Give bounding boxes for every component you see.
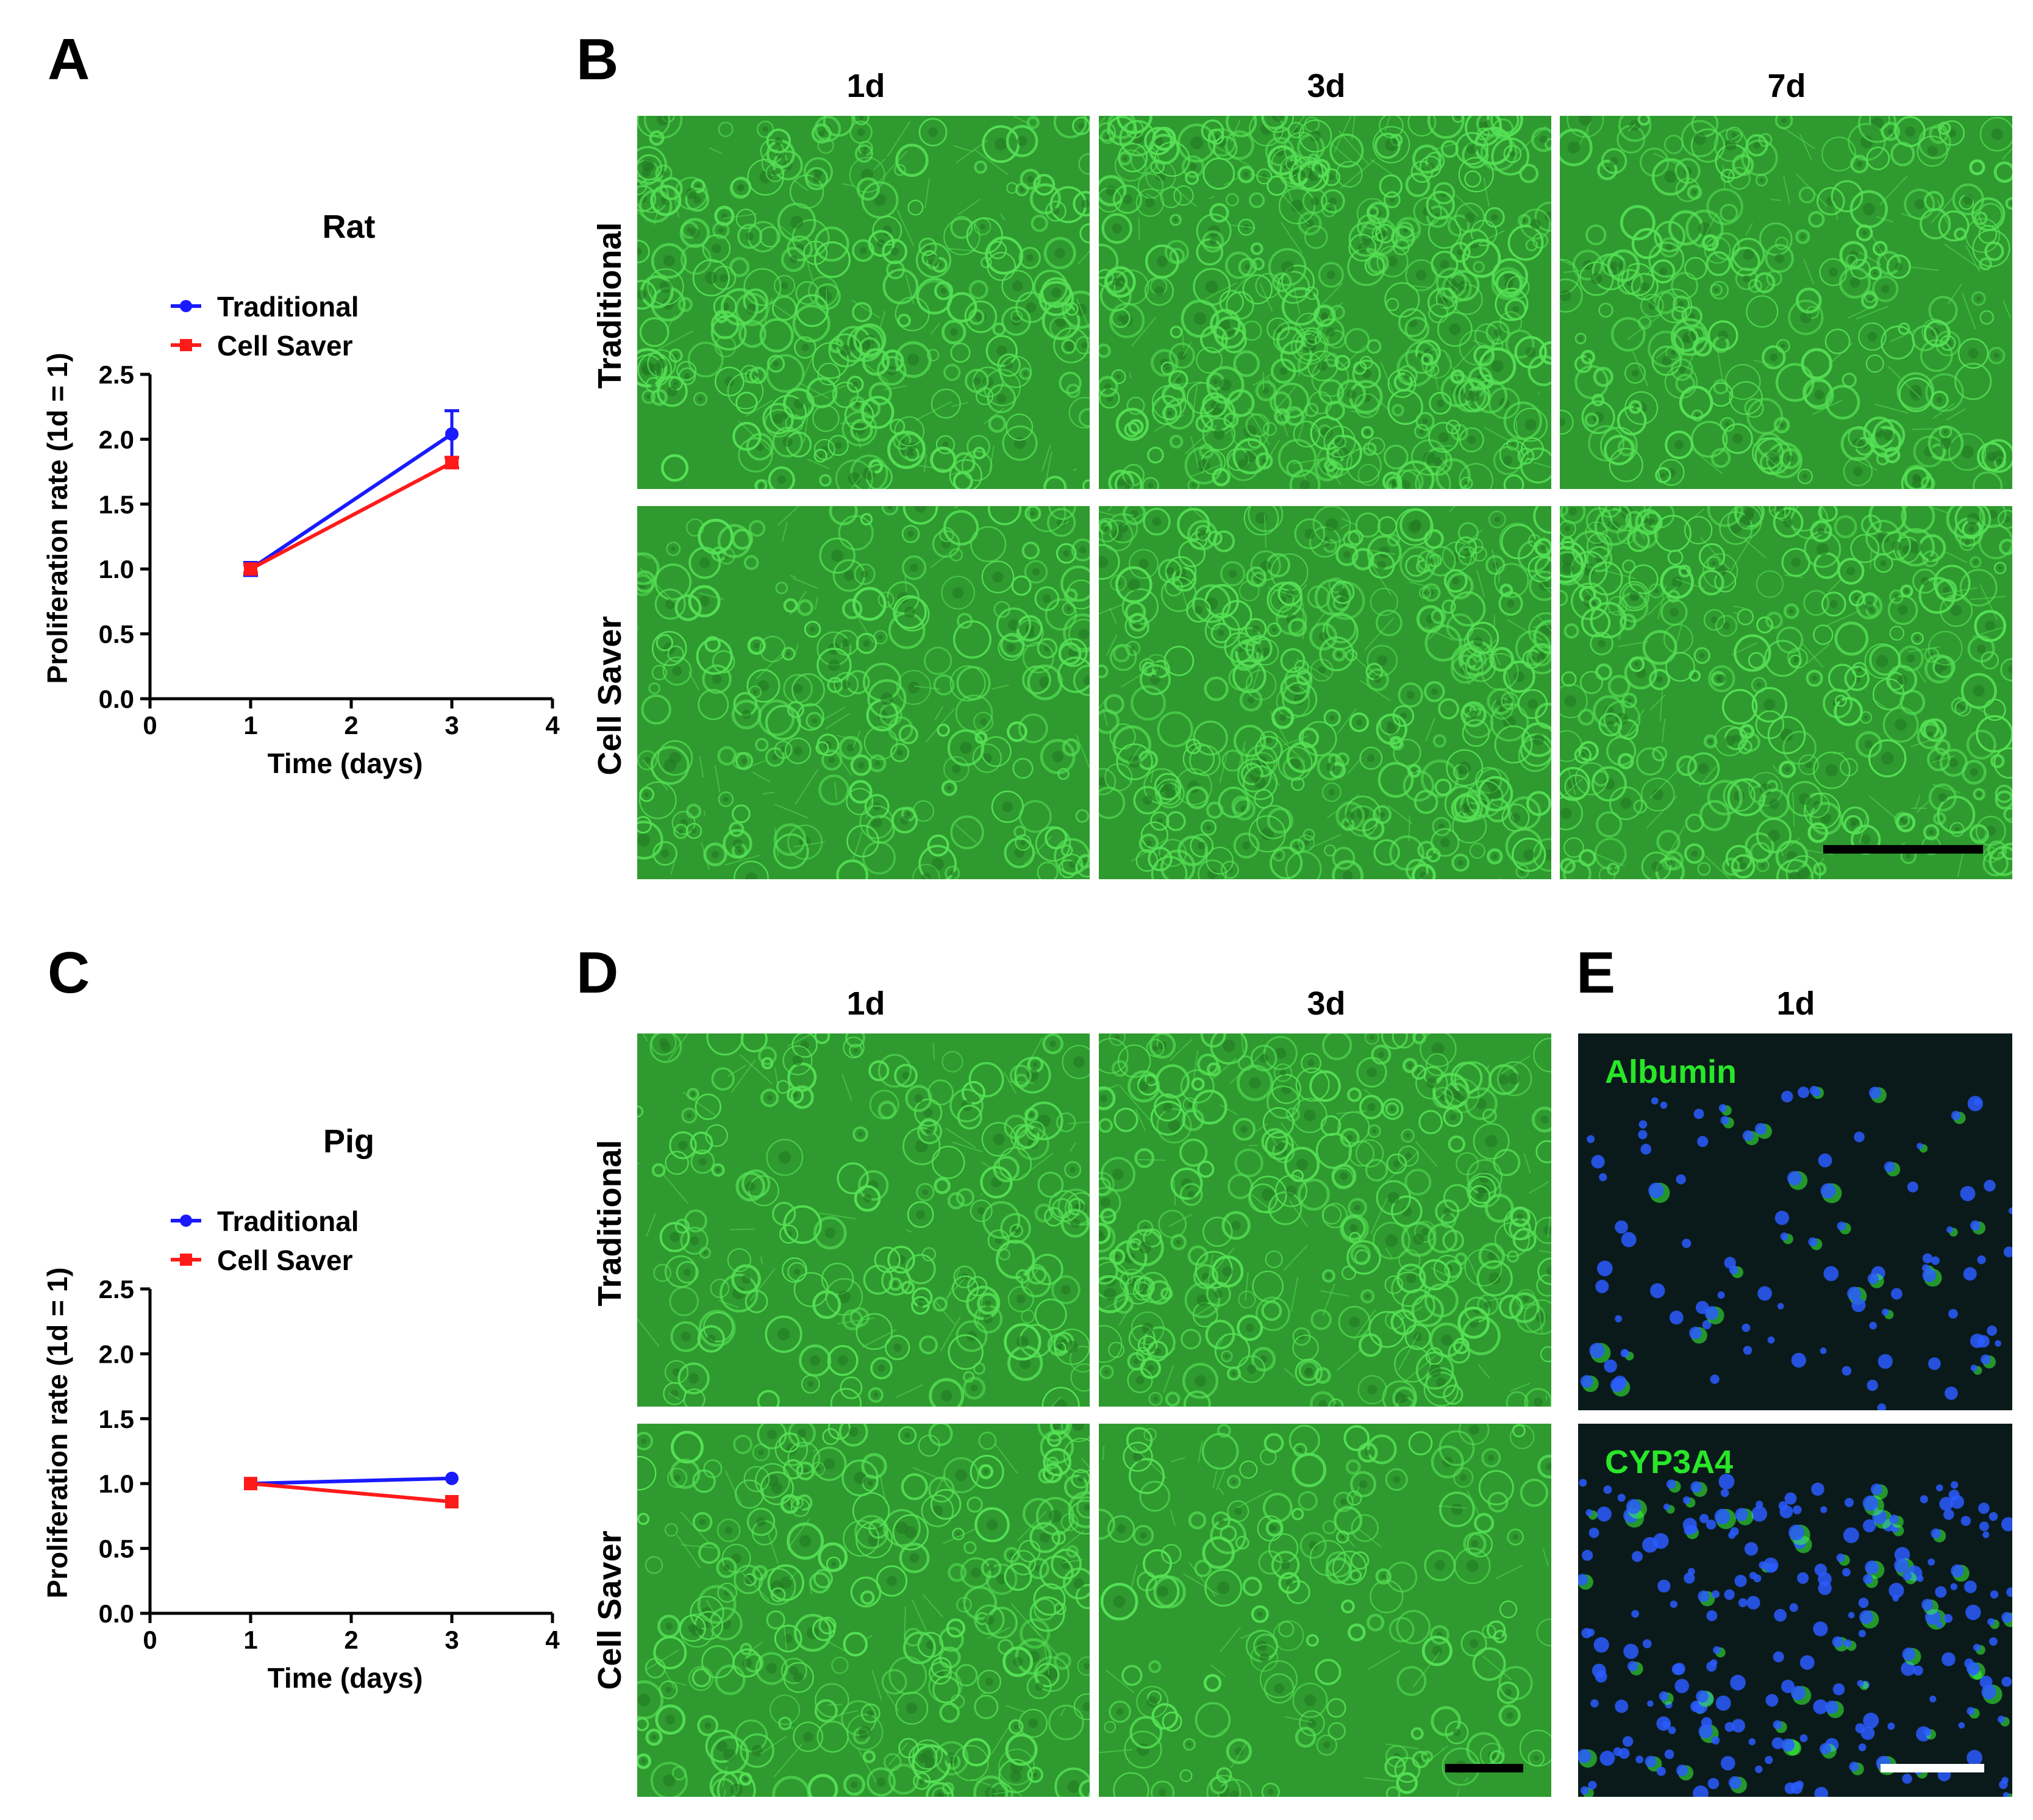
y-tick-label: 1.5: [99, 490, 134, 519]
pig-chart-svg: Pig Traditional Cell Saver 0.0 0.5 1.0 1.5 2.0 2…: [41, 1123, 560, 1694]
micrograph-d-cellsaver-1d: [637, 1424, 1090, 1797]
y-axis-label: Proliferation rate (1d = 1): [41, 352, 73, 683]
legend-marker: [180, 339, 192, 351]
x-tick-label: 4: [545, 711, 560, 740]
x-tick-label: 0: [143, 711, 157, 740]
series-line: [249, 461, 453, 571]
chart-title: Rat: [322, 209, 375, 245]
micrograph-b-cellsaver-7d: [1560, 506, 2012, 879]
micrograph-b-cellsaver-1d: [637, 506, 1090, 879]
panel-b-col-3d: 3d: [1307, 68, 1346, 104]
panel-b-row-cell-saver: Cell Saver: [591, 616, 628, 776]
y-tick-label: 2.0: [99, 1340, 134, 1368]
legend-label: Traditional: [217, 1205, 359, 1237]
legend-marker: [180, 300, 192, 312]
legend-label: Traditional: [217, 291, 359, 323]
y-tick-label: 2.0: [99, 425, 134, 454]
data-point: [445, 1471, 459, 1485]
x-tick-label: 3: [445, 1626, 459, 1654]
legend-marker: [180, 1215, 192, 1227]
stain-label-albumin: Albumin: [1605, 1054, 1737, 1090]
x-tick-label: 4: [545, 1626, 560, 1654]
legend-marker: [180, 1254, 192, 1266]
y-tick-label: 1.5: [99, 1405, 134, 1433]
panel-d-col-1d: 1d: [846, 985, 885, 1022]
scale-bar: [1445, 1764, 1523, 1772]
micrograph-image: [1560, 506, 2012, 879]
micrograph-d-traditional-1d: [637, 1033, 1090, 1407]
panel-d-row-traditional: Traditional: [591, 1140, 628, 1307]
x-axis-label: Time (days): [268, 1662, 423, 1694]
legend-label: Cell Saver: [217, 1244, 353, 1276]
x-tick-label: 1: [243, 1626, 257, 1654]
micrograph-b-traditional-1d: [637, 116, 1090, 489]
rat-chart-svg: Rat Traditional Cell Saver 0.0 0.5 1.0 1.5 2.0 2…: [41, 209, 560, 779]
x-tick-label: 3: [445, 711, 459, 740]
panel-b-col-7d: 7d: [1767, 68, 1806, 104]
y-tick-label: 0.5: [99, 620, 134, 649]
micrograph-b-traditional-7d: [1560, 116, 2012, 489]
x-tick-label: 2: [344, 711, 358, 740]
panel-b-col-1d: 1d: [846, 68, 885, 104]
micrograph-image: [637, 116, 1090, 489]
scale-bar: [1823, 845, 1983, 854]
series-line: [250, 1482, 452, 1504]
scale-bar: [1881, 1764, 1984, 1772]
data-point: [244, 1477, 257, 1491]
data-point: [445, 1494, 459, 1508]
micrograph-image: [1578, 1424, 2012, 1797]
y-tick-label: 0.0: [99, 1599, 134, 1628]
chart-title: Pig: [323, 1123, 374, 1160]
y-tick-label: 0.0: [99, 685, 134, 713]
panel-d-row-cell-saver: Cell Saver: [591, 1530, 628, 1690]
micrograph-d-cellsaver-3d: [1099, 1424, 1551, 1797]
x-tick-label: 0: [143, 1626, 157, 1654]
x-tick-label: 1: [243, 711, 257, 740]
micrograph-b-cellsaver-3d: [1099, 506, 1551, 879]
x-axis-label: Time (days): [268, 748, 423, 779]
rat-proliferation-chart: Rat Traditional Cell Saver 0.0 0.5 1.0 1.5 2.0 2…: [0, 0, 573, 854]
y-tick-label: 1.0: [99, 555, 134, 583]
x-tick-label: 2: [344, 1626, 358, 1654]
series-line: [249, 432, 453, 571]
pig-proliferation-chart: Pig Traditional Cell Saver 0.0 0.5 1.0 1.5 2.0 2…: [0, 915, 573, 1768]
micrograph-image: [1099, 116, 1551, 489]
micrograph-image: [1099, 1424, 1551, 1797]
panel-e-col-1d: 1d: [1776, 985, 1815, 1022]
micrograph-image: [1099, 506, 1551, 879]
data-point: [445, 455, 459, 469]
data-point: [445, 427, 459, 441]
y-tick-label: 2.5: [99, 360, 134, 389]
y-tick-label: 0.5: [99, 1535, 134, 1563]
panel-letter-d: D: [576, 940, 619, 1005]
micrograph-image: [637, 506, 1090, 879]
micrograph-image: [1560, 116, 2012, 489]
micrograph-image: [1099, 1033, 1551, 1407]
series-line: [250, 1476, 452, 1486]
panel-letter-a: A: [48, 27, 90, 92]
micrograph-image: [1578, 1033, 2012, 1410]
fluorescence-albumin: Albumin: [1578, 1033, 2012, 1410]
panel-letter-b: B: [576, 27, 619, 92]
micrograph-image: [637, 1424, 1090, 1797]
y-axis-label: Proliferation rate (1d = 1): [41, 1267, 73, 1598]
panel-letter-e: E: [1576, 940, 1616, 1005]
stain-label-cyp3a4: CYP3A4: [1605, 1444, 1734, 1480]
y-tick-label: 1.0: [99, 1469, 134, 1498]
micrograph-b-traditional-3d: [1099, 116, 1551, 489]
fluorescence-cyp3a4: CYP3A4: [1578, 1424, 2012, 1797]
y-tick-label: 2.5: [99, 1275, 134, 1304]
legend-label: Cell Saver: [217, 330, 353, 362]
panel-b-row-traditional: Traditional: [591, 222, 628, 389]
micrograph-image: [637, 1033, 1090, 1407]
data-point: [244, 562, 257, 576]
micrograph-d-traditional-3d: [1099, 1033, 1551, 1407]
panel-letter-c: C: [48, 940, 90, 1005]
panel-d-col-3d: 3d: [1307, 985, 1346, 1022]
